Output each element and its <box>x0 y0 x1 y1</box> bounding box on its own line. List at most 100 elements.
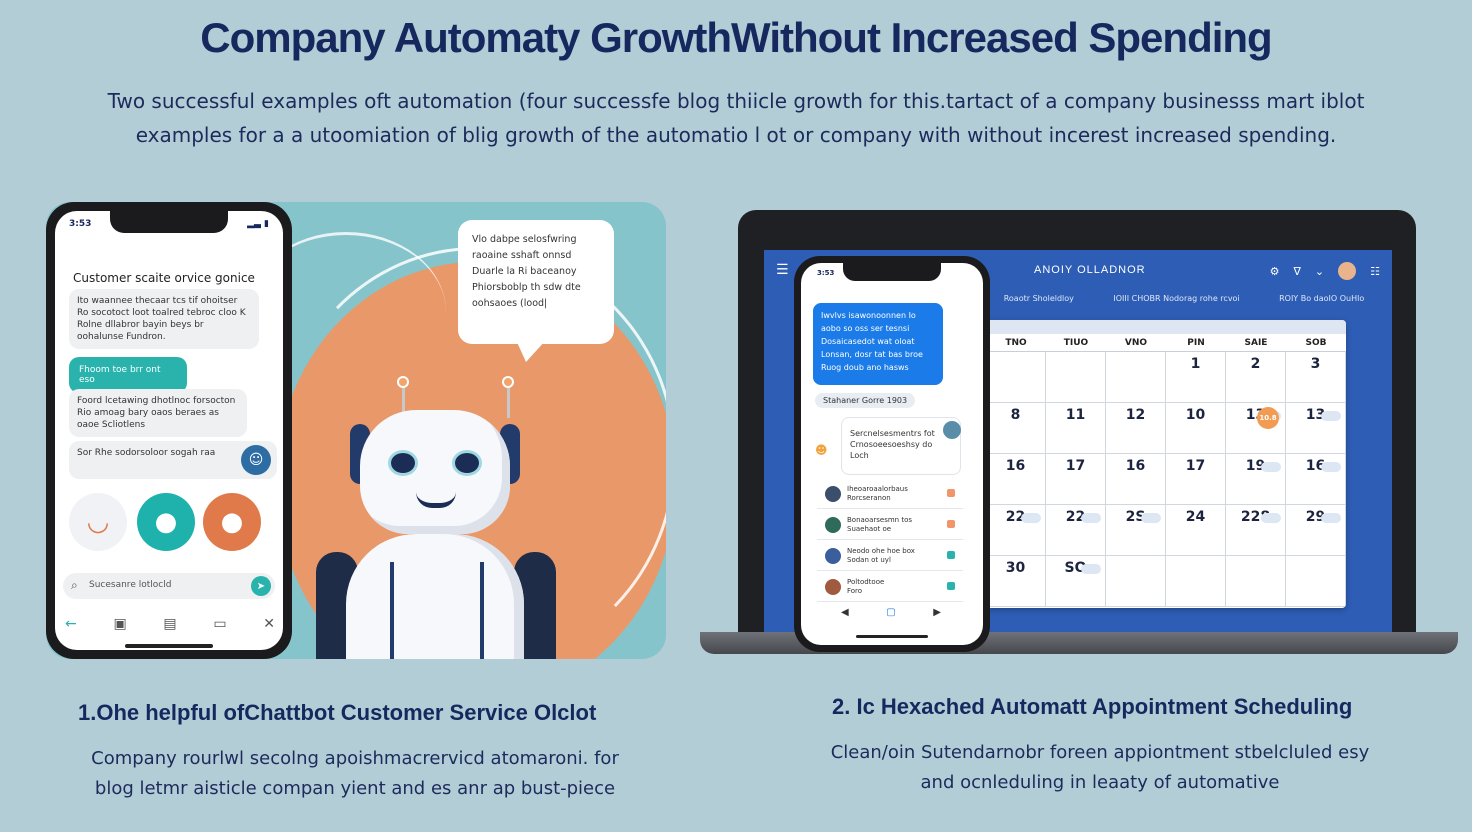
camera-icon[interactable]: ▣ <box>113 616 127 632</box>
folder-icon[interactable]: ▭ <box>213 616 227 632</box>
calendar-day-cell[interactable]: 16 <box>986 454 1046 505</box>
calendar-day-cell[interactable]: SO <box>1046 556 1106 607</box>
calendar-day-cell[interactable]: 228 <box>1226 505 1286 556</box>
chat-message-user[interactable]: Fhoom toe brr ont eso <box>69 357 187 393</box>
quick-contact-row: ◡ ● ● <box>69 493 269 553</box>
robot-antenna-right <box>507 382 510 418</box>
chat-input[interactable]: ⌕ Sucesanre lotlocld ➤ <box>63 573 275 599</box>
calendar-day-cell[interactable]: 17 <box>1046 454 1106 505</box>
calendar-day-cell[interactable] <box>1106 556 1166 607</box>
settings-icon[interactable]: ⚙ <box>1269 264 1280 278</box>
chevron-left-icon[interactable]: ◀ <box>841 607 849 618</box>
chat-input-placeholder: Sucesanre lotlocld <box>89 580 172 590</box>
event-marker[interactable] <box>1081 513 1101 523</box>
calendar-day-cell[interactable] <box>1286 556 1346 607</box>
home-indicator <box>125 644 213 648</box>
event-marker[interactable] <box>1321 513 1341 523</box>
event-marker[interactable] <box>1141 513 1161 523</box>
calendar-day-cell[interactable] <box>986 352 1046 403</box>
event-marker[interactable] <box>1261 462 1281 472</box>
weekday-label: SAIE <box>1244 337 1268 348</box>
calendar-day-cell[interactable]: 10 <box>1166 403 1226 454</box>
back-icon[interactable]: ← <box>65 616 77 632</box>
phone-notch <box>843 263 941 281</box>
list-icon[interactable]: ☷ <box>1370 264 1380 278</box>
menu-icon[interactable]: ☰ <box>776 262 789 278</box>
phone-bottom-nav: ← ▣ ▤ ▭ ✕ <box>65 616 275 636</box>
list-item[interactable]: Neodo ohe hoe box Sodan ot uyl <box>817 543 963 571</box>
close-icon[interactable]: ✕ <box>263 616 275 632</box>
calendar-day-cell[interactable]: 2 <box>1226 352 1286 403</box>
calendar-day-number: 17 <box>1065 458 1086 474</box>
user-avatar[interactable] <box>1338 262 1357 280</box>
list-item-title: Poltodtooe <box>847 578 885 586</box>
tag-icon <box>947 551 955 559</box>
image-icon[interactable]: ▤ <box>163 616 177 632</box>
calendar-day-cell[interactable]: 30 <box>986 556 1046 607</box>
phone-notch <box>110 211 228 233</box>
bot-speech-bubble: Vlo dabpe selosfwring raoaine sshaft onn… <box>458 220 614 344</box>
chat-phone: 3:53 ▂▃ ▮ Customer scaite orvice gonice … <box>46 202 292 659</box>
list-item[interactable]: Iheoaroaalorbaus Rorcseranon <box>817 481 963 509</box>
calendar-day-cell[interactable]: 17 <box>1166 454 1226 505</box>
calendar-day-cell[interactable]: 3 <box>1286 352 1346 403</box>
event-marker[interactable] <box>1081 564 1101 574</box>
chat-message-bot: Iwvlvs isawonoonnen Io aobo so oss ser t… <box>813 303 943 385</box>
robot-body-stripe <box>480 562 484 659</box>
calendar-day-cell[interactable]: 1 <box>1166 352 1226 403</box>
calendar-day-cell[interactable]: 29 <box>1286 505 1346 556</box>
highlighted-appointment[interactable]: 10.8 <box>1257 407 1279 429</box>
calendar-day-cell[interactable]: 13 <box>1286 403 1346 454</box>
avatar <box>825 579 841 595</box>
calendar-header-label: IOIII CHOBR Nodorag rohe rcvoi <box>1113 294 1240 303</box>
calendar-day-cell[interactable] <box>1046 352 1106 403</box>
calendar-day-cell[interactable] <box>1226 556 1286 607</box>
event-marker[interactable] <box>1261 513 1281 523</box>
calendar-day-number: 16 <box>1005 458 1026 474</box>
event-marker[interactable] <box>1321 411 1341 421</box>
contact-avatar-icon[interactable]: ● <box>137 493 195 551</box>
calendar-day-cell[interactable]: 24 <box>1166 505 1226 556</box>
calendar-day-cell[interactable]: 13 10.8 <box>1226 403 1286 454</box>
list-item[interactable]: Poltodtooe Foro <box>817 574 963 602</box>
caption-text-chatbot: Company rourlwl secolng apoishmacrervicd… <box>60 744 650 804</box>
date-pill[interactable]: Stahaner Gorre 1903 <box>815 393 916 408</box>
event-marker[interactable] <box>1321 462 1341 472</box>
chevron-down-icon[interactable]: ⌄ <box>1314 264 1325 278</box>
list-item[interactable]: Bonaoarsesmn tos Suaehaot oe <box>817 512 963 540</box>
calendar-day-cell[interactable]: 2S <box>1106 505 1166 556</box>
calendar-day-cell[interactable]: 19 <box>1226 454 1286 505</box>
calendar-day-cell[interactable]: 12 <box>1106 403 1166 454</box>
home-icon[interactable]: ▢ <box>886 607 896 618</box>
subtitle-line-2: examples for a a utoomiation of blig gro… <box>135 123 1337 147</box>
calendar-day-cell[interactable]: 22 <box>1046 505 1106 556</box>
calendar-header-labels: Roaotr Sholeldloy IOIII CHOBR Nodorag ro… <box>984 294 1384 322</box>
calendar-day-cell[interactable] <box>1166 556 1226 607</box>
caption-line: and ocnleduling in leaaty of automative <box>920 772 1280 793</box>
calendar-days: 1 2 3 8 11 12 10 13 10.8 13 16 17 16 17 19 16 22 22 2S 24 22… <box>986 352 1346 607</box>
calendar-day-cell[interactable]: 16 <box>1106 454 1166 505</box>
page-subtitle: Two successful examples oft automation (… <box>90 84 1382 152</box>
calendar-day-number: 2 <box>1250 356 1261 372</box>
robot-body-stripe <box>390 562 394 659</box>
weekday-label: SOB <box>1305 337 1327 348</box>
calendar-day-number: 29 <box>1305 509 1326 525</box>
contact-avatar-icon[interactable]: ● <box>203 493 261 551</box>
caption-title-scheduling: 2. Ic Hexached Automatt Appointment Sche… <box>832 694 1353 719</box>
calendar-day-cell[interactable]: 22 <box>986 505 1046 556</box>
chevron-right-icon[interactable]: ▶ <box>933 607 941 618</box>
calendar-day-cell[interactable]: 16 <box>1286 454 1346 505</box>
event-marker[interactable] <box>1021 513 1041 523</box>
calendar-day-cell[interactable]: 11 <box>1046 403 1106 454</box>
chat-header-title: Customer scaite orvice gonice <box>73 271 255 285</box>
robot-antenna-ball-right <box>502 376 514 388</box>
calendar-day-cell[interactable] <box>1106 352 1166 403</box>
appointment-card[interactable]: Sercnelsesmentrs fot Crnosoeesoeshsy do … <box>841 417 961 475</box>
filter-icon[interactable]: ∇ <box>1293 264 1301 278</box>
weekday-label: TIUO <box>1063 337 1089 348</box>
calendar-day-cell[interactable]: 8 <box>986 403 1046 454</box>
send-icon[interactable]: ➤ <box>251 576 271 596</box>
calendar-day-number: 11 <box>1065 407 1086 423</box>
contact-avatar-icon[interactable]: ◡ <box>69 493 127 551</box>
calendar-day-number: 17 <box>1185 458 1206 474</box>
